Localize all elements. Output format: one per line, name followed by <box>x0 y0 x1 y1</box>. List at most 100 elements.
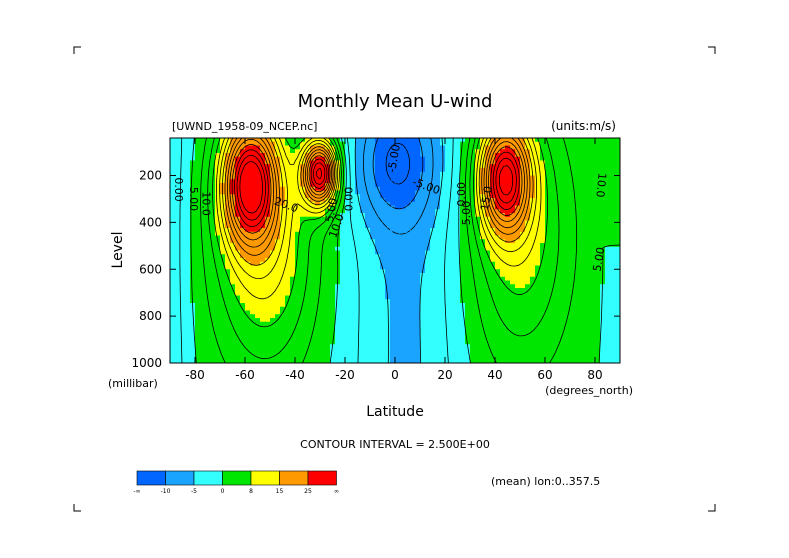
field-cell <box>555 325 561 330</box>
field-cell <box>350 276 356 282</box>
field-cell <box>170 198 176 203</box>
field-cell <box>545 333 551 338</box>
field-cell <box>390 280 396 285</box>
field-cell <box>350 265 356 270</box>
field-cell <box>395 209 401 214</box>
field-cell <box>610 194 616 199</box>
field-cell <box>325 303 331 308</box>
field-cell <box>315 310 321 315</box>
field-cell <box>310 258 316 263</box>
field-cell <box>555 333 561 338</box>
field-cell <box>185 325 191 330</box>
field-cell <box>185 269 191 274</box>
field-cell <box>425 325 431 330</box>
field-cell <box>525 295 531 300</box>
field-cell <box>425 216 431 222</box>
field-cell <box>320 250 326 255</box>
field-cell <box>235 205 241 210</box>
field-cell <box>340 243 346 248</box>
field-cell <box>270 344 276 349</box>
field-cell <box>370 321 376 327</box>
field-cell <box>570 269 576 274</box>
field-cell <box>420 306 426 312</box>
field-cell <box>510 235 516 240</box>
field-cell <box>305 145 311 150</box>
field-cell <box>475 224 481 229</box>
field-cell <box>175 153 181 158</box>
field-cell <box>335 344 341 349</box>
field-cell <box>435 224 441 229</box>
field-cell <box>290 265 296 270</box>
field-cell <box>345 291 351 297</box>
field-cell <box>265 329 271 334</box>
field-cell <box>415 333 421 338</box>
field-cell <box>435 269 441 274</box>
field-cell <box>320 205 326 210</box>
field-cell <box>370 314 376 319</box>
field-cell <box>175 239 181 244</box>
field-cell <box>575 171 581 177</box>
field-cell <box>320 261 326 267</box>
field-cell <box>320 190 326 195</box>
field-cell <box>435 265 441 270</box>
field-cell <box>320 228 326 233</box>
field-cell <box>375 175 381 180</box>
field-cell <box>445 318 451 323</box>
field-cell <box>515 284 521 289</box>
field-cell <box>590 198 596 203</box>
field-cell <box>180 209 186 214</box>
field-cell <box>580 284 586 289</box>
field-cell <box>460 243 466 248</box>
field-cell <box>380 280 386 285</box>
field-cell <box>220 246 226 252</box>
field-cell <box>170 269 176 274</box>
field-cell <box>205 265 211 270</box>
field-cell <box>235 183 241 188</box>
field-cell <box>565 246 571 252</box>
field-cell <box>215 314 221 319</box>
field-cell <box>340 288 346 293</box>
field-cell <box>250 243 256 248</box>
field-cell <box>315 160 321 165</box>
field-cell <box>215 261 221 267</box>
field-cell <box>510 201 516 207</box>
field-cell <box>175 138 181 143</box>
field-cell <box>205 213 211 218</box>
field-cell <box>425 329 431 334</box>
field-cell <box>415 205 421 210</box>
field-cell <box>260 220 266 225</box>
field-cell <box>560 145 566 150</box>
field-cell <box>460 321 466 327</box>
field-cell <box>240 321 246 327</box>
field-cell <box>505 250 511 255</box>
field-cell <box>170 213 176 218</box>
field-cell <box>425 171 431 177</box>
field-cell <box>200 183 206 188</box>
field-cell <box>405 168 411 173</box>
field-cell <box>570 261 576 267</box>
field-cell <box>230 295 236 300</box>
field-cell <box>385 138 391 143</box>
field-cell <box>490 179 496 184</box>
field-cell <box>335 201 341 207</box>
field-cell <box>530 299 536 304</box>
field-cell <box>565 310 571 315</box>
field-cell <box>500 254 506 259</box>
field-cell <box>260 340 266 345</box>
field-cell <box>235 265 241 270</box>
field-cell <box>265 306 271 312</box>
field-cell <box>315 306 321 312</box>
field-cell <box>445 336 451 342</box>
field-cell <box>615 333 620 338</box>
field-cell <box>405 303 411 308</box>
field-cell <box>195 149 201 154</box>
field-cell <box>430 265 436 270</box>
field-cell <box>570 220 576 225</box>
field-cell <box>360 175 366 180</box>
field-cell <box>170 329 176 334</box>
field-cell <box>325 198 331 203</box>
field-cell <box>480 145 486 150</box>
field-cell <box>365 201 371 207</box>
field-cell <box>335 164 341 169</box>
field-cell <box>180 220 186 225</box>
